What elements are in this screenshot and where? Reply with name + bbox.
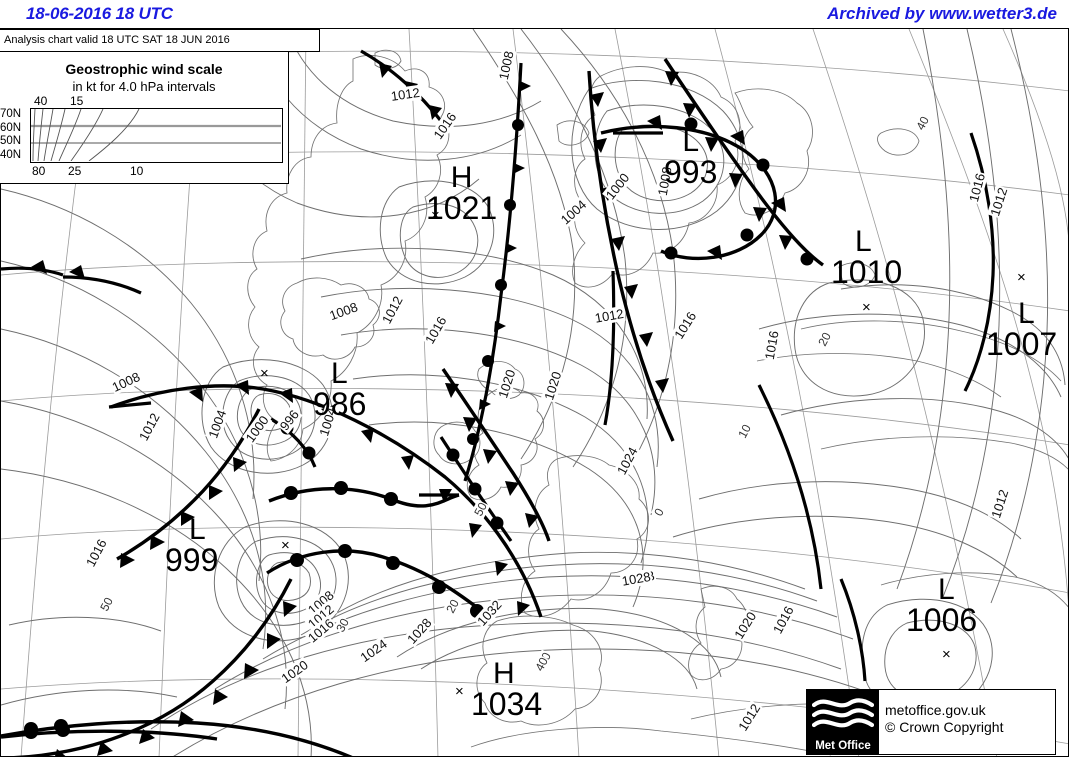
trough-line-uksouth: [603, 270, 616, 426]
metoffice-logo-text: Met Office: [815, 740, 871, 752]
archive-credit-label: Archived by www.wetter3.de: [827, 4, 1057, 23]
metoffice-copyright: © Crown Copyright: [885, 719, 1004, 735]
wind-scale-lat-60n: 60N: [0, 121, 22, 134]
pressure-centre-value: 1006: [906, 602, 978, 638]
front-warm-bottomleft-2: [1, 723, 218, 741]
pressure-centre-l-1007[interactable]: L 1007: [986, 297, 1058, 362]
analysis-caption: Analysis chart valid 18 UTC SAT 18 JUN 2…: [0, 29, 320, 52]
wind-scale-tick-25: 25: [68, 164, 82, 178]
pressure-centre-l-986[interactable]: L 986: [313, 357, 367, 422]
metoffice-website: metoffice.gov.uk: [885, 702, 986, 718]
front-cold-uk: [441, 368, 551, 542]
front-occluded-l993: [600, 115, 786, 261]
pressure-centre-cross-1034: ×: [455, 683, 464, 700]
pressure-centre-h-1021[interactable]: H 1021: [426, 161, 498, 226]
pressure-centre-cross-999: ×: [281, 537, 290, 554]
front-cold-sw-longtail: [13, 578, 297, 756]
metoffice-wave-icon: [812, 698, 874, 728]
pressure-centre-letter: H: [450, 161, 473, 194]
pressure-centre-cross-1007: ×: [1017, 269, 1026, 286]
metoffice-branding-block[interactable]: Met Office metoffice.gov.uk © Crown Copy…: [806, 689, 1056, 755]
pressure-centre-letter: L: [682, 125, 700, 158]
wind-scale-curves: [31, 109, 281, 162]
front-cold-iceland-north: [1, 260, 142, 295]
pressure-centre-value: 993: [664, 154, 718, 190]
front-warm-secondary-low: [266, 544, 489, 618]
pressure-centre-l-1006[interactable]: L 1006: [906, 573, 978, 638]
pressure-centre-cross-1010: ×: [862, 299, 871, 316]
wind-scale-tick-80: 80: [32, 164, 46, 178]
pressure-centre-value: 1010: [831, 254, 903, 290]
pressure-centre-l-999[interactable]: L 999: [165, 513, 219, 578]
wind-scale-graph: 70N 60N 50N 40N 40 15: [0, 94, 288, 180]
pressure-centre-cross-1006: ×: [942, 646, 951, 663]
metoffice-logo: Met Office: [807, 690, 879, 754]
header-band: 18-06-2016 18 UTC Archived by www.wetter…: [0, 0, 1071, 28]
pressure-centre-l-1010[interactable]: L 1010: [831, 225, 903, 290]
front-warm-ireland: [439, 436, 513, 542]
wind-scale-lat-50n: 50N: [0, 135, 22, 148]
pressure-centre-letter: H: [493, 657, 515, 690]
pressure-centre-value: 1021: [426, 190, 498, 226]
wind-scale-tick-10: 10: [130, 164, 144, 178]
pressure-centre-value: 1007: [986, 326, 1058, 362]
pressure-centre-letter: L: [938, 573, 955, 606]
pressure-centre-value: 999: [165, 542, 219, 578]
wind-scale-latitude-axis: 70N 60N 50N 40N: [0, 108, 30, 162]
wind-scale-title: Geostrophic wind scale: [65, 61, 223, 77]
pressure-centre-cross-986: ×: [260, 365, 269, 382]
pressure-centre-value: 986: [313, 386, 367, 422]
wind-scale-tick-40: 40: [34, 94, 48, 108]
coastlines-group: [247, 49, 1068, 756]
front-cold-baltic: [663, 58, 824, 267]
pressure-centre-letter: L: [855, 225, 872, 258]
pressure-centre-h-1034[interactable]: H 1034: [471, 657, 543, 722]
metoffice-text-block: metoffice.gov.uk © Crown Copyright: [879, 690, 1055, 754]
pressure-centre-letter: L: [1018, 297, 1035, 330]
wind-scale-tick-15: 15: [70, 94, 84, 108]
geostrophic-wind-scale-legend: Geostrophic wind scale in kt for 4.0 hPa…: [0, 51, 289, 184]
pressure-centre-value: 1034: [471, 686, 543, 722]
pressure-centre-letter: L: [331, 357, 348, 390]
pressure-centre-cross-1021: ×: [431, 207, 440, 224]
pressure-centre-l-993[interactable]: L 993: [664, 125, 718, 190]
wind-scale-plot-area: [30, 108, 283, 163]
isobars-group: [1, 29, 1068, 756]
wind-scale-lat-70n: 70N: [0, 108, 22, 120]
pressure-centre-letter: L: [189, 513, 206, 546]
chart-datetime-label: 18-06-2016 18 UTC: [26, 4, 173, 23]
front-terminators: [108, 131, 663, 497]
wind-scale-subtitle: in kt for 4.0 hPa intervals: [72, 79, 216, 94]
front-warm-l999: [268, 481, 460, 508]
wind-scale-lat-40n: 40N: [0, 148, 22, 161]
